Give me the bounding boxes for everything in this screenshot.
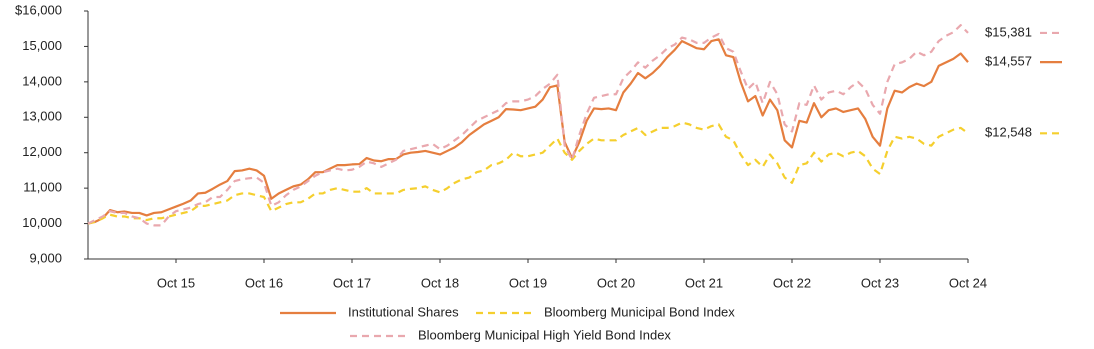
- end-value-label: $15,381: [985, 24, 1032, 39]
- y-tick-label: $16,000: [15, 2, 62, 17]
- x-tick-label: Oct 19: [509, 275, 547, 290]
- x-tick-label: Oct 15: [157, 275, 195, 290]
- series-line: [87, 121, 969, 225]
- y-tick-label: 10,000: [22, 215, 62, 230]
- x-tick-label: Oct 16: [245, 275, 283, 290]
- legend-label: Bloomberg Municipal High Yield Bond Inde…: [418, 327, 671, 342]
- end-value-label: $12,548: [985, 125, 1032, 140]
- y-tick-label: 15,000: [22, 38, 62, 53]
- x-tick-label: Oct 18: [421, 275, 459, 290]
- end-value-label: $14,557: [985, 54, 1032, 69]
- x-tick-label: Oct 24: [949, 275, 987, 290]
- series-line: [87, 24, 969, 227]
- y-tick-label: 11,000: [23, 180, 62, 195]
- y-tick-label: 9,000: [29, 250, 62, 265]
- y-tick-label: 12,000: [22, 144, 62, 159]
- x-tick-label: Oct 23: [861, 275, 899, 290]
- x-tick-label: Oct 17: [333, 275, 371, 290]
- legend-label: Bloomberg Municipal Bond Index: [544, 304, 735, 319]
- x-tick-label: Oct 20: [597, 275, 635, 290]
- y-tick-label: 13,000: [22, 109, 62, 124]
- y-tick-label: 14,000: [22, 73, 62, 88]
- legend-label: Institutional Shares: [348, 304, 459, 319]
- x-tick-label: Oct 21: [685, 275, 723, 290]
- series-line: [87, 38, 969, 225]
- x-tick-label: Oct 22: [773, 275, 811, 290]
